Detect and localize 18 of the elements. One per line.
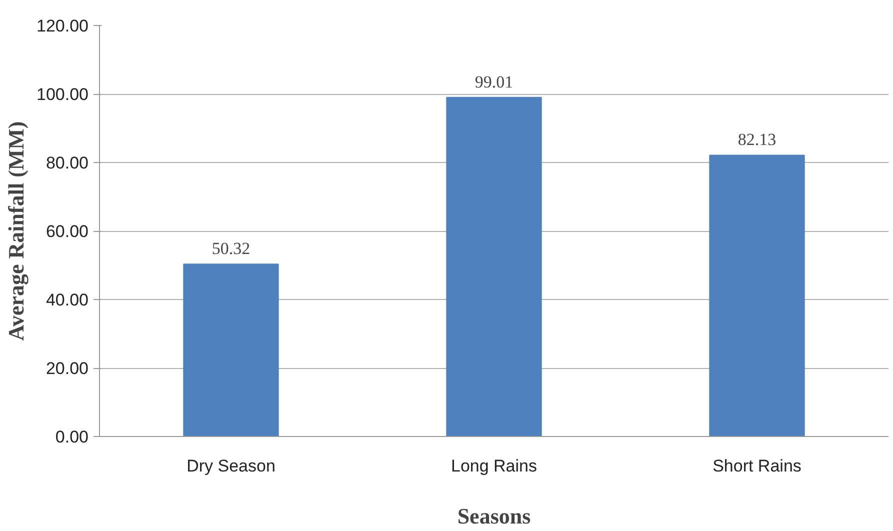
y-tick-label: 60.00 [46,222,89,241]
x-tick-label: Long Rains [451,456,538,476]
x-tick-label: Dry Season [186,456,276,476]
bar [446,96,542,436]
y-tick-label: 120.00 [36,16,89,36]
y-tick-label: 40.00 [46,290,89,310]
y-tick-label: 0.00 [55,428,89,446]
y-tick-label: 100.00 [36,85,89,104]
data-label: 50.32 [212,239,250,258]
x-tick-label: Short Rains [712,456,802,476]
bar [709,154,805,436]
y-tick-label: 80.00 [46,154,89,172]
y-tick-label: 20.00 [46,359,89,378]
data-label: 99.01 [474,72,514,92]
data-label: 82.13 [738,130,776,150]
bar [183,264,279,436]
x-axis-title: Seasons [457,504,532,528]
y-axis-title: Average Rainfall (MM) [4,121,29,341]
